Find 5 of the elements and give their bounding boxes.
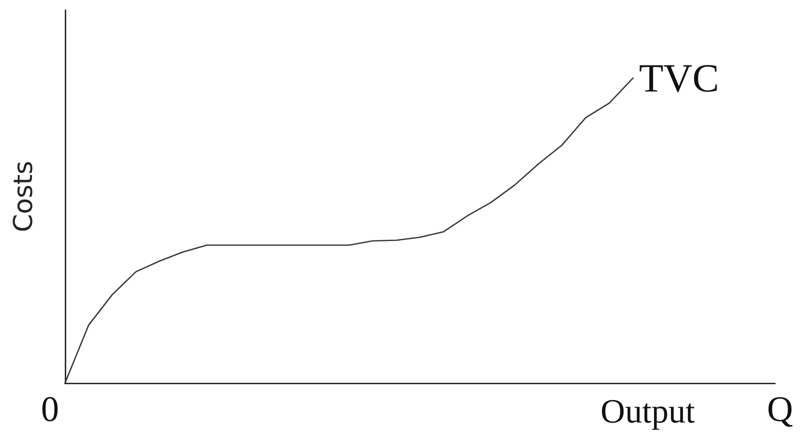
text: 0	[41, 389, 59, 429]
x-axis-title: Output	[600, 394, 696, 430]
y-axis-title: Costs	[9, 160, 39, 232]
text: Q	[767, 389, 793, 429]
series-label: TVC	[639, 56, 719, 101]
